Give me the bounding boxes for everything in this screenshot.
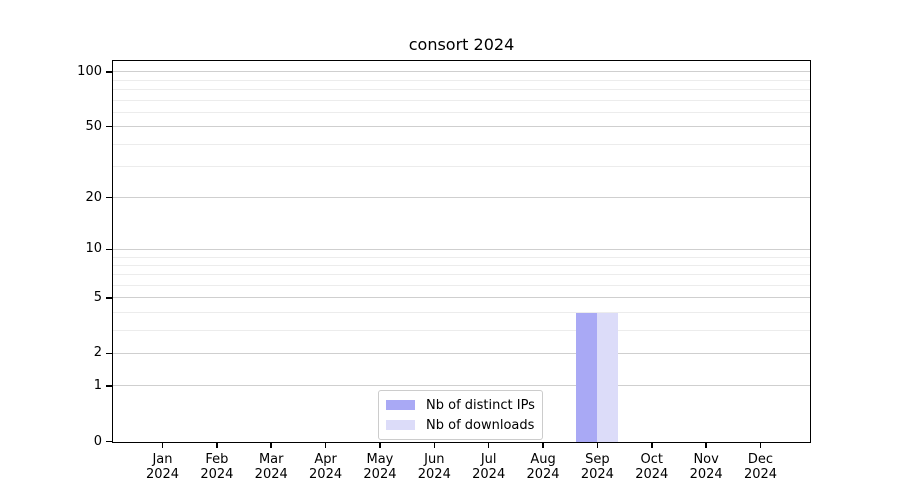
- y-tick-label: 10: [85, 241, 102, 257]
- y-tick: [106, 440, 112, 443]
- y-tick-label: 20: [85, 189, 102, 205]
- legend-label: Nb of downloads: [426, 417, 535, 433]
- gridline-minor: [113, 99, 810, 101]
- gridline-major: [113, 197, 810, 199]
- x-tick-label: Jul 2024: [472, 452, 506, 482]
- legend-swatch: [386, 400, 415, 410]
- gridline-major: [113, 297, 810, 299]
- x-tick: [433, 443, 436, 448]
- x-tick: [487, 443, 490, 448]
- y-tick: [106, 297, 112, 299]
- gridline-minor: [113, 256, 810, 258]
- gridline-minor: [113, 274, 810, 276]
- plot-area: [112, 60, 811, 443]
- x-tick: [705, 443, 707, 448]
- x-tick: [379, 443, 381, 448]
- x-tick: [651, 443, 653, 448]
- gridline-minor: [113, 264, 810, 266]
- gridline-minor: [113, 88, 810, 90]
- y-tick: [106, 125, 112, 128]
- x-tick-label: Aug 2024: [526, 452, 560, 482]
- y-tick-label: 50: [85, 118, 102, 134]
- x-tick-label: Sep 2024: [580, 452, 614, 482]
- x-tick-label: May 2024: [363, 452, 397, 482]
- gridline-major: [113, 71, 810, 73]
- chart-title: consort 2024: [408, 35, 515, 54]
- x-tick: [216, 443, 218, 448]
- y-tick-label: 1: [93, 377, 102, 393]
- gridline-minor: [113, 111, 810, 113]
- gridline-minor: [113, 143, 810, 145]
- x-tick: [542, 443, 544, 448]
- y-tick: [106, 196, 112, 199]
- gridline-minor: [113, 79, 810, 81]
- x-tick-label: Jan 2024: [145, 452, 180, 482]
- gridline-minor: [113, 312, 810, 314]
- x-tick-label: Feb 2024: [200, 452, 234, 482]
- bar-nb-of-distinct-ips: [575, 313, 597, 442]
- x-tick-label: Apr 2024: [309, 452, 343, 482]
- y-tick: [106, 385, 112, 387]
- y-tick-label: 100: [77, 63, 102, 79]
- legend-item: Nb of distinct IPs: [386, 397, 535, 413]
- legend-swatch: [386, 420, 415, 430]
- x-tick-label: Jun 2024: [417, 452, 451, 482]
- y-tick-label: 0: [93, 433, 102, 449]
- gridline-minor: [113, 329, 810, 331]
- legend-label: Nb of distinct IPs: [426, 397, 535, 413]
- x-tick-label: Oct 2024: [635, 452, 669, 482]
- x-tick: [596, 443, 599, 448]
- x-tick: [161, 443, 164, 448]
- y-tick: [106, 71, 112, 73]
- y-tick: [106, 352, 112, 355]
- y-tick-label: 2: [93, 345, 102, 361]
- x-tick: [324, 443, 327, 448]
- x-tick: [270, 443, 272, 448]
- x-tick-label: Mar 2024: [254, 452, 288, 482]
- x-tick-label: Nov 2024: [689, 452, 723, 482]
- gridline-minor: [113, 165, 810, 167]
- gridline-major: [113, 385, 810, 387]
- gridline-minor: [113, 285, 810, 287]
- y-tick-label: 5: [93, 289, 102, 305]
- x-tick-label: Dec 2024: [743, 452, 778, 482]
- y-tick: [106, 248, 112, 251]
- legend: Nb of distinct IPs Nb of downloads: [378, 390, 543, 440]
- gridline-major: [113, 248, 810, 250]
- gridline-major: [113, 126, 810, 128]
- bar-nb-of-downloads: [596, 313, 619, 442]
- x-tick: [759, 443, 762, 448]
- legend-item: Nb of downloads: [386, 417, 534, 433]
- gridline-major: [113, 353, 810, 354]
